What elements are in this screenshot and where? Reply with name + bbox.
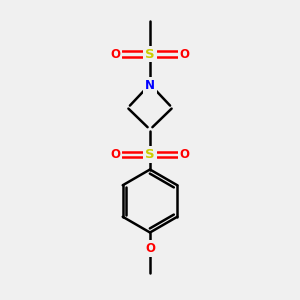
Text: O: O (110, 47, 121, 61)
Text: S: S (145, 148, 155, 161)
Text: O: O (110, 148, 121, 161)
Text: S: S (145, 47, 155, 61)
Text: O: O (179, 47, 190, 61)
Text: N: N (145, 79, 155, 92)
Text: O: O (145, 242, 155, 255)
Text: O: O (179, 148, 190, 161)
